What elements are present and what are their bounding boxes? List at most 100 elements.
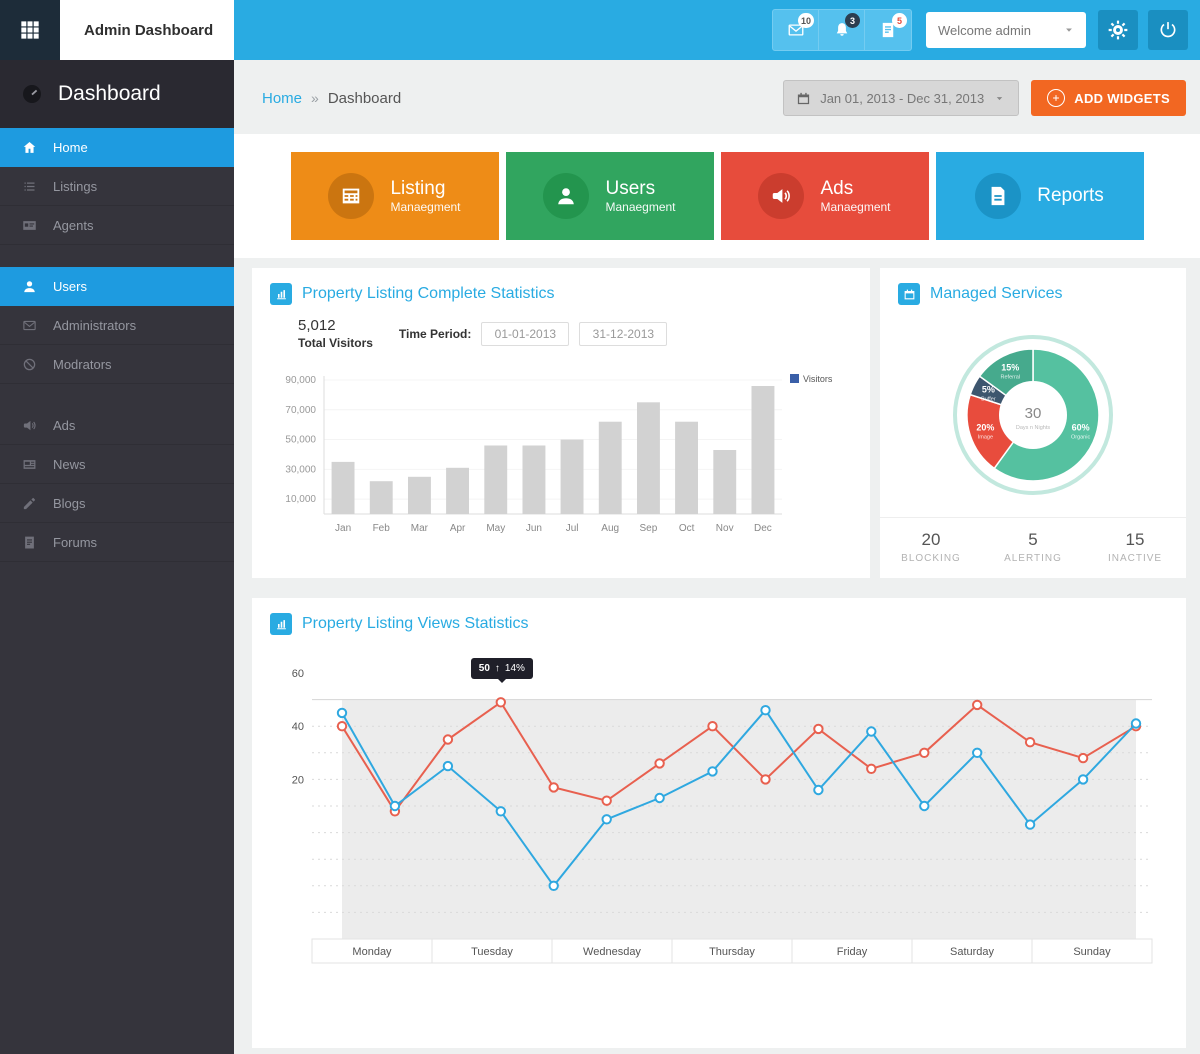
- visitors-bar-chart-area: 90,000 70,000 50,000 30,000 10,000 Jan Feb Mar A…: [252, 352, 870, 545]
- sidebar-item-label: News: [53, 456, 86, 472]
- svg-text:Jan: Jan: [335, 523, 351, 534]
- managed-services-title: Managed Services: [930, 285, 1063, 302]
- reports-management-card[interactable]: Reports: [935, 152, 1144, 240]
- visitors-stats-card: Property Listing Complete Statistics 5,0…: [252, 268, 870, 578]
- managed-services-stats: 20 BLOCKING 5 ALERTING 15 INACTIVE: [880, 517, 1186, 578]
- total-visitors-label: Total Visitors: [298, 336, 373, 350]
- views-panel-header: Property Listing Views Statistics: [252, 598, 1186, 645]
- sidebar-group: Ads News Blogs Forums: [0, 406, 234, 562]
- svg-text:Organic: Organic: [1071, 435, 1091, 441]
- sidebar-item-label: Administrators: [53, 317, 137, 333]
- visitors-bar-chart: 90,000 70,000 50,000 30,000 10,000 Jan Feb Mar A…: [285, 374, 833, 534]
- sidebar-item-users[interactable]: Users: [0, 267, 234, 306]
- date-to-input[interactable]: [579, 321, 668, 346]
- sidebar-item-listings[interactable]: Listings: [0, 167, 234, 206]
- sidebar-item-label: Users: [53, 278, 87, 294]
- svg-text:Buffer: Buffer: [981, 396, 996, 402]
- quick-card-title: Reports: [1037, 185, 1104, 207]
- quick-card-subtitle: Manaegment: [390, 199, 461, 214]
- arrow-up-icon: ↑: [494, 663, 500, 675]
- gauge-icon: [20, 82, 44, 106]
- svg-text:Nov: Nov: [716, 523, 734, 534]
- app-logo[interactable]: [0, 0, 60, 60]
- sidebar-item-label: Forums: [53, 534, 98, 550]
- sidebar-item-blogs[interactable]: Blogs: [0, 484, 234, 523]
- add-widgets-label: ADD WIDGETS: [1074, 90, 1170, 106]
- notification-badge: 5: [892, 13, 907, 28]
- time-period-label: Time Period:: [398, 326, 472, 341]
- sidebar-item-modrators[interactable]: Modrators: [0, 345, 234, 384]
- svg-text:70,000: 70,000: [285, 405, 316, 416]
- total-visitors-value: 5,012: [298, 317, 336, 334]
- doc-icon: [879, 21, 897, 39]
- logout-button[interactable]: [1148, 10, 1188, 50]
- total-visitors-block: 5,012 Total Visitors: [298, 317, 373, 350]
- service-stat-alerting: 5 ALERTING: [982, 518, 1084, 578]
- svg-text:Friday: Friday: [837, 946, 868, 958]
- visitors-panel-title: Property Listing Complete Statistics: [302, 285, 555, 302]
- ads-management-card[interactable]: Ads Manaegment: [720, 152, 929, 240]
- quick-card-title: Listing: [390, 178, 446, 200]
- stat-label: INACTIVE: [1107, 553, 1163, 564]
- bar-chart-icon: [270, 283, 292, 305]
- ban-icon: [22, 357, 37, 372]
- user-icon: [543, 173, 590, 219]
- managed-services-header: Managed Services: [880, 268, 1186, 315]
- service-stat-inactive: 15 INACTIVE: [1084, 518, 1186, 578]
- svg-text:Visitors: Visitors: [803, 374, 833, 384]
- users-management-card[interactable]: Users Manaegment: [505, 152, 714, 240]
- sidebar-item-administrators[interactable]: Administrators: [0, 306, 234, 345]
- list-icon: [22, 179, 37, 194]
- user-menu[interactable]: Welcome admin: [926, 12, 1086, 48]
- sidebar-item-ads[interactable]: Ads: [0, 406, 234, 445]
- svg-text:Aug: Aug: [601, 523, 619, 534]
- grid-icon: [17, 17, 43, 43]
- home-icon: [22, 140, 37, 155]
- svg-text:Wednesday: Wednesday: [583, 946, 641, 958]
- stats-cards-row: Property Listing Complete Statistics 5,0…: [234, 258, 1200, 578]
- sidebar-group: Home Listings Agents: [0, 128, 234, 245]
- views-panel-title: Property Listing Views Statistics: [302, 615, 529, 632]
- sidebar-item-news[interactable]: News: [0, 445, 234, 484]
- date-from-input[interactable]: [481, 321, 570, 346]
- breadcrumb-home-link[interactable]: Home: [262, 89, 303, 107]
- brand-title: Admin Dashboard: [60, 0, 234, 60]
- svg-text:30,000: 30,000: [285, 464, 316, 475]
- svg-text:Feb: Feb: [373, 523, 391, 534]
- sidebar-item-forums[interactable]: Forums: [0, 523, 234, 562]
- sidebar-item-label: Blogs: [53, 495, 86, 511]
- bell-notification-button[interactable]: 3: [819, 10, 865, 50]
- user-menu-label: Welcome admin: [938, 22, 1031, 38]
- svg-text:5%: 5%: [982, 384, 995, 394]
- megaphone-icon: [758, 173, 805, 219]
- mail-notification-button[interactable]: 10: [773, 10, 819, 50]
- listing-management-card[interactable]: Listing Manaegment: [290, 152, 499, 240]
- sidebar-menu: Home Listings Agents Users Administrator…: [0, 128, 234, 562]
- breadcrumb-separator: »: [311, 90, 319, 106]
- topbar: Admin Dashboard 10 3 5 Welcome admin: [0, 0, 1200, 60]
- svg-text:Saturday: Saturday: [950, 946, 995, 958]
- add-widgets-button[interactable]: ADD WIDGETS: [1031, 80, 1186, 116]
- breadcrumb-current: Dashboard: [327, 89, 402, 107]
- quick-card-text: Users Manaegment: [605, 178, 675, 214]
- quick-card-text: Reports: [1037, 185, 1104, 207]
- user-icon: [22, 279, 37, 294]
- doc-icon: [22, 535, 37, 550]
- sidebar-item-label: Agents: [53, 217, 94, 233]
- sidebar-item-home[interactable]: Home: [0, 128, 234, 167]
- sidebar-item-agents[interactable]: Agents: [0, 206, 234, 245]
- date-range-button[interactable]: Jan 01, 2013 - Dec 31, 2013: [783, 80, 1020, 116]
- sidebar: Dashboard Home Listings Agents Users Adm…: [0, 60, 234, 1054]
- service-stat-blocking: 20 BLOCKING: [880, 518, 982, 578]
- doc-notification-button[interactable]: 5: [865, 10, 911, 50]
- date-range-label: Jan 01, 2013 - Dec 31, 2013: [820, 90, 985, 106]
- settings-button[interactable]: [1098, 10, 1138, 50]
- quick-card-subtitle: Manaegment: [820, 199, 891, 214]
- tooltip-value: 50: [478, 663, 490, 675]
- gear-icon: [1107, 19, 1129, 41]
- quick-card-text: Listing Manaegment: [390, 178, 460, 214]
- sidebar-item-label: Home: [53, 139, 88, 155]
- visitors-panel-header: Property Listing Complete Statistics: [252, 268, 870, 315]
- quick-card-text: Ads Manaegment: [820, 178, 890, 214]
- managed-services-donut-area: 60% Organic 20% Image 5% Buffer 15% Referral 30 D…: [880, 315, 1186, 515]
